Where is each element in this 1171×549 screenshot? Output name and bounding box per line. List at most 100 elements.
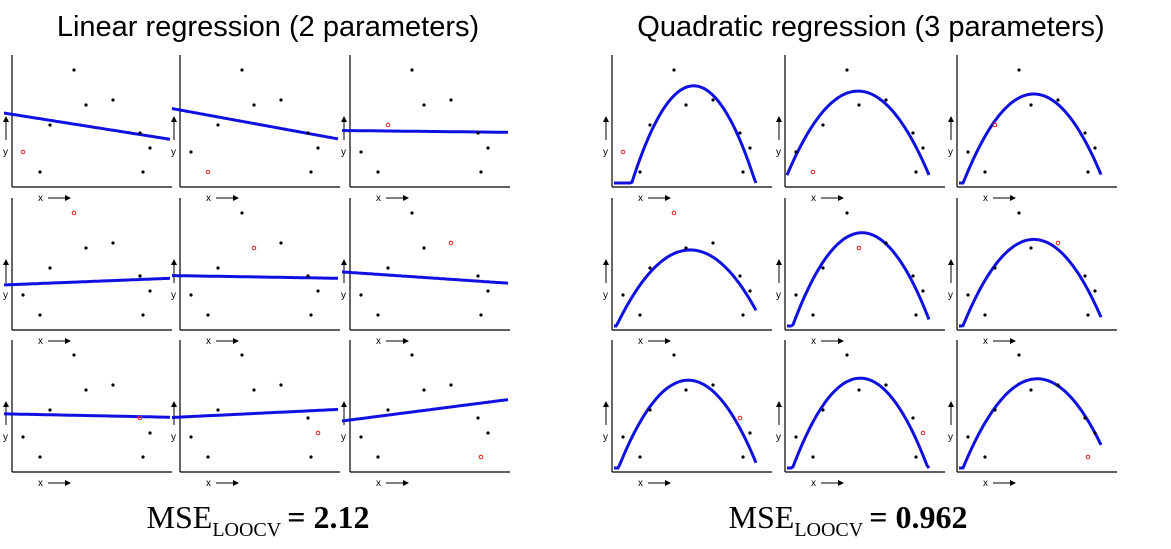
x-label: x [38, 193, 43, 204]
data-point [240, 211, 244, 215]
data-point [1056, 98, 1060, 102]
x-label: x [638, 193, 643, 204]
fit-curve [342, 129, 508, 134]
right-mse: MSELOOCV = 0.962 [729, 499, 968, 541]
data-point [148, 431, 152, 435]
fit-curve [614, 248, 758, 328]
data-point [794, 293, 798, 297]
panel: yx [948, 340, 1117, 489]
data-point [684, 246, 688, 250]
fit-curve [341, 398, 509, 423]
y-label: y [776, 432, 781, 443]
data-point [486, 289, 490, 293]
held-out-point [478, 454, 484, 460]
data-point [476, 274, 480, 278]
mse-value: = 0.962 [869, 499, 967, 535]
y-label: y [341, 432, 346, 443]
data-point [1056, 383, 1060, 387]
data-point [306, 131, 310, 135]
panel: yx [341, 55, 510, 204]
x-label: x [206, 478, 211, 489]
data-point [1029, 388, 1033, 392]
data-point [983, 170, 987, 174]
data-point [1029, 246, 1033, 250]
data-point [279, 241, 283, 245]
data-point [857, 388, 861, 392]
fit-curve [959, 92, 1103, 185]
panel: yx [776, 340, 945, 489]
y-label: y [341, 147, 346, 158]
data-point [794, 150, 798, 154]
mse-subscript: LOOCV [212, 519, 281, 541]
x-label: x [38, 478, 43, 489]
fit-curve [787, 231, 931, 328]
data-point [741, 455, 745, 459]
data-point [983, 313, 987, 317]
data-point [111, 98, 115, 102]
data-point [1083, 416, 1087, 420]
data-point [138, 131, 142, 135]
data-point [993, 266, 997, 270]
y-label: y [776, 290, 781, 301]
data-point [966, 435, 970, 439]
data-point [141, 170, 145, 174]
data-point [316, 289, 320, 293]
data-point [410, 211, 414, 215]
data-point [1017, 353, 1021, 357]
y-label: y [603, 432, 608, 443]
data-point [884, 241, 888, 245]
y-label: y [3, 432, 8, 443]
data-point [921, 146, 925, 150]
data-point [386, 408, 390, 412]
data-point [821, 266, 825, 270]
fit-curve [614, 378, 758, 470]
data-point [111, 241, 115, 245]
panel: yx [171, 55, 340, 204]
left-mse: MSELOOCV = 2.12 [147, 499, 370, 541]
data-point [648, 266, 652, 270]
held-out-point [251, 245, 257, 251]
mse-value: = 2.12 [287, 499, 369, 535]
data-point [911, 131, 915, 135]
x-label: x [983, 336, 988, 347]
mse-label: MSE [729, 499, 795, 535]
fit-curve [171, 107, 339, 141]
y-label: y [948, 290, 953, 301]
data-point [684, 388, 688, 392]
data-point [422, 103, 426, 107]
data-point [911, 274, 915, 278]
panel: yx [948, 55, 1117, 204]
data-point [711, 241, 715, 245]
data-point [486, 146, 490, 150]
data-point [84, 103, 88, 107]
data-point [479, 313, 483, 317]
data-point [914, 313, 918, 317]
x-label: x [638, 336, 643, 347]
held-out-point [137, 415, 143, 421]
fit-curve [787, 376, 931, 470]
fit-curve [3, 412, 171, 419]
data-point [1083, 274, 1087, 278]
panel: yx [2, 198, 172, 347]
y-label: y [776, 147, 781, 158]
data-point [21, 293, 25, 297]
data-point [38, 313, 42, 317]
data-point [376, 170, 380, 174]
data-point [410, 68, 414, 72]
data-point [966, 150, 970, 154]
data-point [359, 150, 363, 154]
data-point [821, 408, 825, 412]
fit-curve [959, 377, 1103, 470]
data-point [621, 293, 625, 297]
held-out-point [71, 210, 77, 216]
data-point [216, 408, 220, 412]
data-point [845, 68, 849, 72]
data-point [206, 313, 210, 317]
held-out-point [856, 245, 862, 251]
y-label: y [3, 290, 8, 301]
y-label: y [341, 290, 346, 301]
panel: yx [2, 55, 172, 204]
data-point [966, 293, 970, 297]
data-point [884, 98, 888, 102]
